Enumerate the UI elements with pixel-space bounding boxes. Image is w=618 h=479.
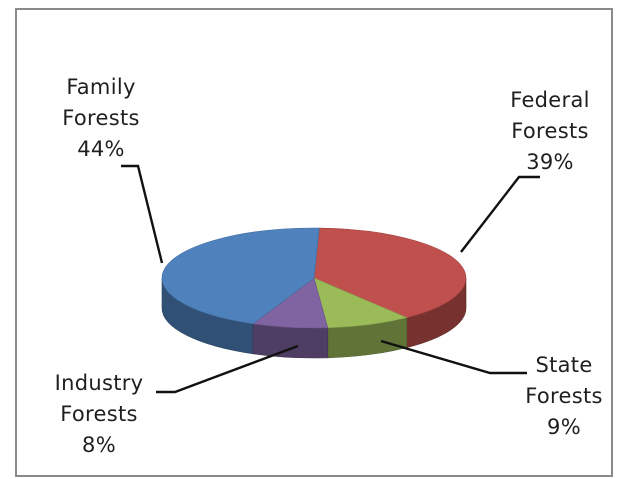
leader-line-federal-forests	[460, 175, 540, 253]
label-industry-line1: Industry	[54, 371, 144, 395]
pie-tops	[161, 227, 467, 329]
pie-leader-lines	[121, 164, 540, 394]
label-family-line1: Family	[66, 75, 136, 99]
label-federal-value: 39%	[526, 150, 574, 174]
label-federal-line1: Federal	[510, 88, 590, 112]
pie-slice-state-forests	[313, 277, 408, 329]
leader-line-industry-forests	[156, 344, 299, 394]
leader-line-state-forests	[380, 339, 527, 375]
label-federal-line2: Forests	[511, 119, 589, 143]
label-state-value: 9%	[547, 415, 581, 439]
label-federal-forests: Federal Forests 39%	[495, 85, 605, 178]
pie-slice-family-forests	[161, 227, 320, 325]
label-family-value: 44%	[77, 137, 125, 161]
label-family-forests: Family Forests 44%	[45, 72, 157, 165]
label-family-line2: Forests	[62, 106, 140, 130]
leader-line-family-forests	[121, 164, 164, 264]
label-industry-value: 8%	[82, 433, 116, 457]
label-industry-forests: Industry Forests 8%	[40, 368, 158, 461]
label-industry-line2: Forests	[60, 402, 138, 426]
label-state-line2: Forests	[525, 384, 603, 408]
label-state-forests: State Forests 9%	[512, 350, 616, 443]
pie-slice-federal-forests	[313, 227, 467, 318]
pie-side-industry-forests	[252, 323, 329, 359]
label-state-line1: State	[535, 353, 593, 377]
